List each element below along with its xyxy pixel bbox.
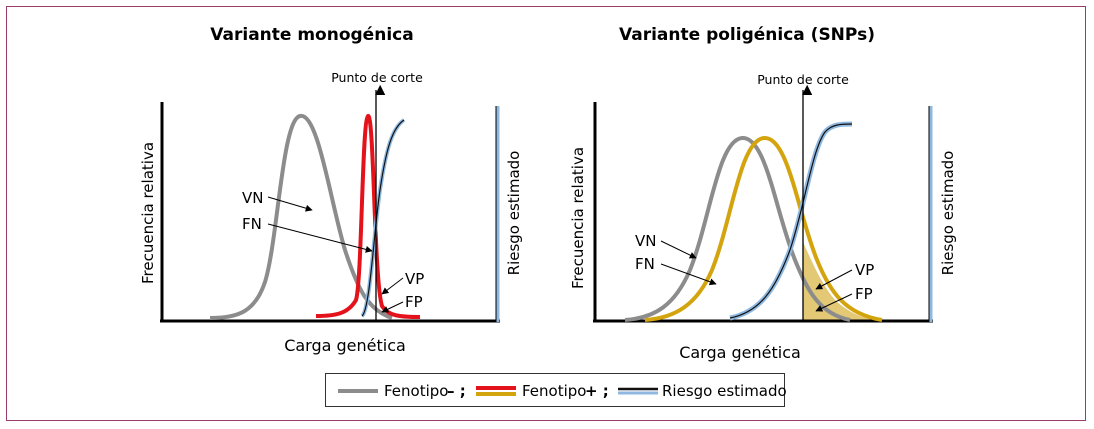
annotation-vp: VP [405,270,424,288]
legend-suffix-positive: + ; [585,382,609,400]
annotation-fn: FN [242,215,262,233]
annotation-fn: FN [635,255,655,273]
annotation-vn: VN [635,232,656,250]
x-axis-label: Carga genética [679,343,801,362]
y-axis-label: Frecuencia relativa [139,142,157,284]
legend: Fenotipo – ; Fenotipo + ; Riesgo estimad… [325,373,787,407]
cutoff-label: Punto de corte [331,70,423,85]
annotation-vp: VP [855,261,874,279]
panel-title: Variante poligénica (SNPs) [619,25,875,45]
legend-canvas: Fenotipo – ; Fenotipo + ; Riesgo estimad… [338,382,787,400]
legend-label-positive: Fenotipo [522,382,586,400]
panel-monogenic: Variante monogénica Punto de corte Frecu… [139,25,523,355]
x-axis-label: Carga genética [284,336,406,355]
fp-arrow [381,301,404,313]
annotation-fp: FP [405,293,423,311]
fn-arrow [660,263,717,286]
legend-label-risk: Riesgo estimado [662,382,786,400]
fn-arrow [267,223,373,253]
fp-arrow [815,293,853,312]
panel-polygenic: Variante poligénica (SNPs) Punto de cort… [569,25,957,362]
cutoff-label: Punto de corte [757,72,849,87]
legend-suffix-negative: – ; [447,382,466,400]
risk-axis-label: Riesgo estimado [505,151,523,276]
risk-curve-dark [361,119,405,317]
phenotype-positive-curve [644,136,883,322]
risk-axis-label: Riesgo estimado [939,151,957,276]
vn-arrow [267,196,313,212]
vp-arrow [815,269,853,290]
panel-title: Variante monogénica [210,25,413,45]
figure-frame [6,6,1086,421]
y-axis-label: Frecuencia relativa [569,147,587,289]
legend-label-negative: Fenotipo [384,382,448,400]
risk-curve-dark [729,123,853,319]
vp-arrow [381,277,404,295]
annotation-fp: FP [855,285,873,303]
fp-shaded-area [803,242,882,321]
vn-arrow [660,240,697,259]
annotation-vn: VN [242,189,263,207]
risk-curve-light [360,118,406,318]
phenotype-negative-curve [209,114,393,320]
